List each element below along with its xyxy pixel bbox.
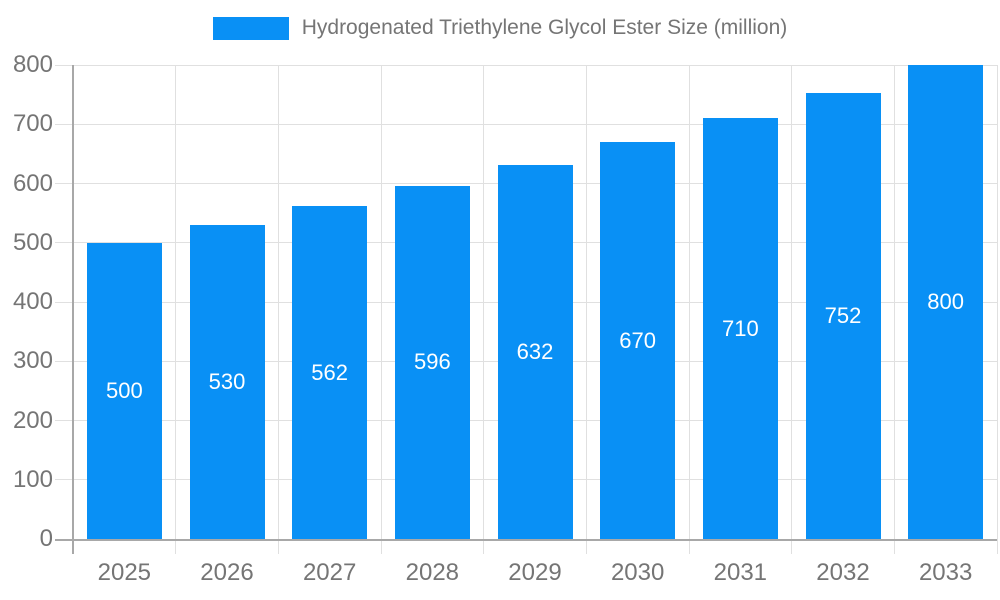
y-tick-800	[55, 64, 73, 66]
y-tick-200	[55, 420, 73, 421]
x-tick-label-2027: 2027	[302, 559, 357, 586]
x-tick-label-2029: 2029	[508, 559, 562, 586]
bar-2026: 530	[189, 224, 265, 539]
x-tick-label-2028: 2028	[405, 559, 460, 586]
bar-2033: 800	[908, 65, 984, 539]
bar-value-label-2030: 670	[619, 327, 657, 353]
y-tick-label-500: 500	[12, 228, 53, 256]
bar-value-label-2027: 562	[311, 359, 349, 385]
y-tick-label-800: 800	[12, 51, 53, 78]
y-tick-400	[55, 301, 73, 303]
gridline-v-8	[893, 65, 895, 554]
y-tick-500	[55, 242, 73, 244]
bar-value-label-2026: 530	[208, 368, 246, 394]
bar-value-label-2032: 752	[824, 303, 862, 329]
gridline-v-3	[380, 65, 382, 554]
x-axis-line	[73, 539, 997, 541]
x-tick-label-2032: 2032	[816, 559, 870, 586]
y-tick-300	[55, 360, 73, 362]
bar-value-label-2029: 632	[516, 338, 554, 364]
y-tick-700	[55, 123, 73, 125]
bar-value-label-2033: 800	[927, 289, 965, 314]
y-tick-label-200: 200	[12, 406, 53, 434]
bar-2031: 710	[702, 118, 778, 539]
x-tick-label-2030: 2030	[610, 559, 665, 586]
gridline-v-2	[277, 65, 279, 554]
y-tick-label-400: 400	[12, 288, 53, 315]
gridline-v-1	[175, 65, 177, 554]
gridline-v-5	[585, 65, 587, 554]
x-tick-label-2031: 2031	[713, 559, 768, 586]
bar-2025: 500	[86, 242, 162, 539]
y-tick-0	[55, 539, 73, 541]
gridline-v-7	[791, 65, 793, 554]
y-tick-label-300: 300	[12, 347, 53, 375]
x-tick-label-2026: 2026	[200, 559, 254, 586]
legend-swatch	[212, 16, 289, 40]
bar-value-label-2025: 500	[105, 377, 143, 403]
y-tick-label-0: 0	[39, 525, 53, 552]
y-tick-label-700: 700	[12, 110, 53, 138]
y-tick-600	[55, 183, 73, 184]
x-tick-label-2033: 2033	[918, 559, 973, 586]
gridline-v-6	[688, 65, 690, 554]
y-tick-label-100: 100	[12, 465, 53, 493]
y-tick-100	[55, 479, 73, 481]
gridline-h-700	[73, 123, 997, 125]
bar-2032: 752	[805, 93, 881, 539]
gridline-h-800	[73, 64, 997, 66]
plot-area: 500 530 562 596 632 670 710 752 800	[72, 64, 998, 554]
gridline-v-9	[996, 65, 998, 554]
x-tick-label-2025: 2025	[97, 559, 152, 586]
bar-value-label-2028: 596	[413, 349, 451, 375]
y-axis-line	[72, 65, 74, 554]
bar-2027: 562	[292, 206, 368, 539]
legend: Hydrogenated Triethylene Glycol Ester Si…	[0, 16, 1000, 40]
legend-label: Hydrogenated Triethylene Glycol Ester Si…	[301, 16, 788, 39]
y-tick-label-600: 600	[12, 169, 53, 197]
gridline-v-4	[483, 65, 485, 554]
bar-value-label-2031: 710	[721, 315, 759, 341]
bar-2028: 596	[394, 185, 470, 539]
bar-2029: 632	[497, 164, 573, 539]
bar-2030: 670	[600, 142, 676, 539]
